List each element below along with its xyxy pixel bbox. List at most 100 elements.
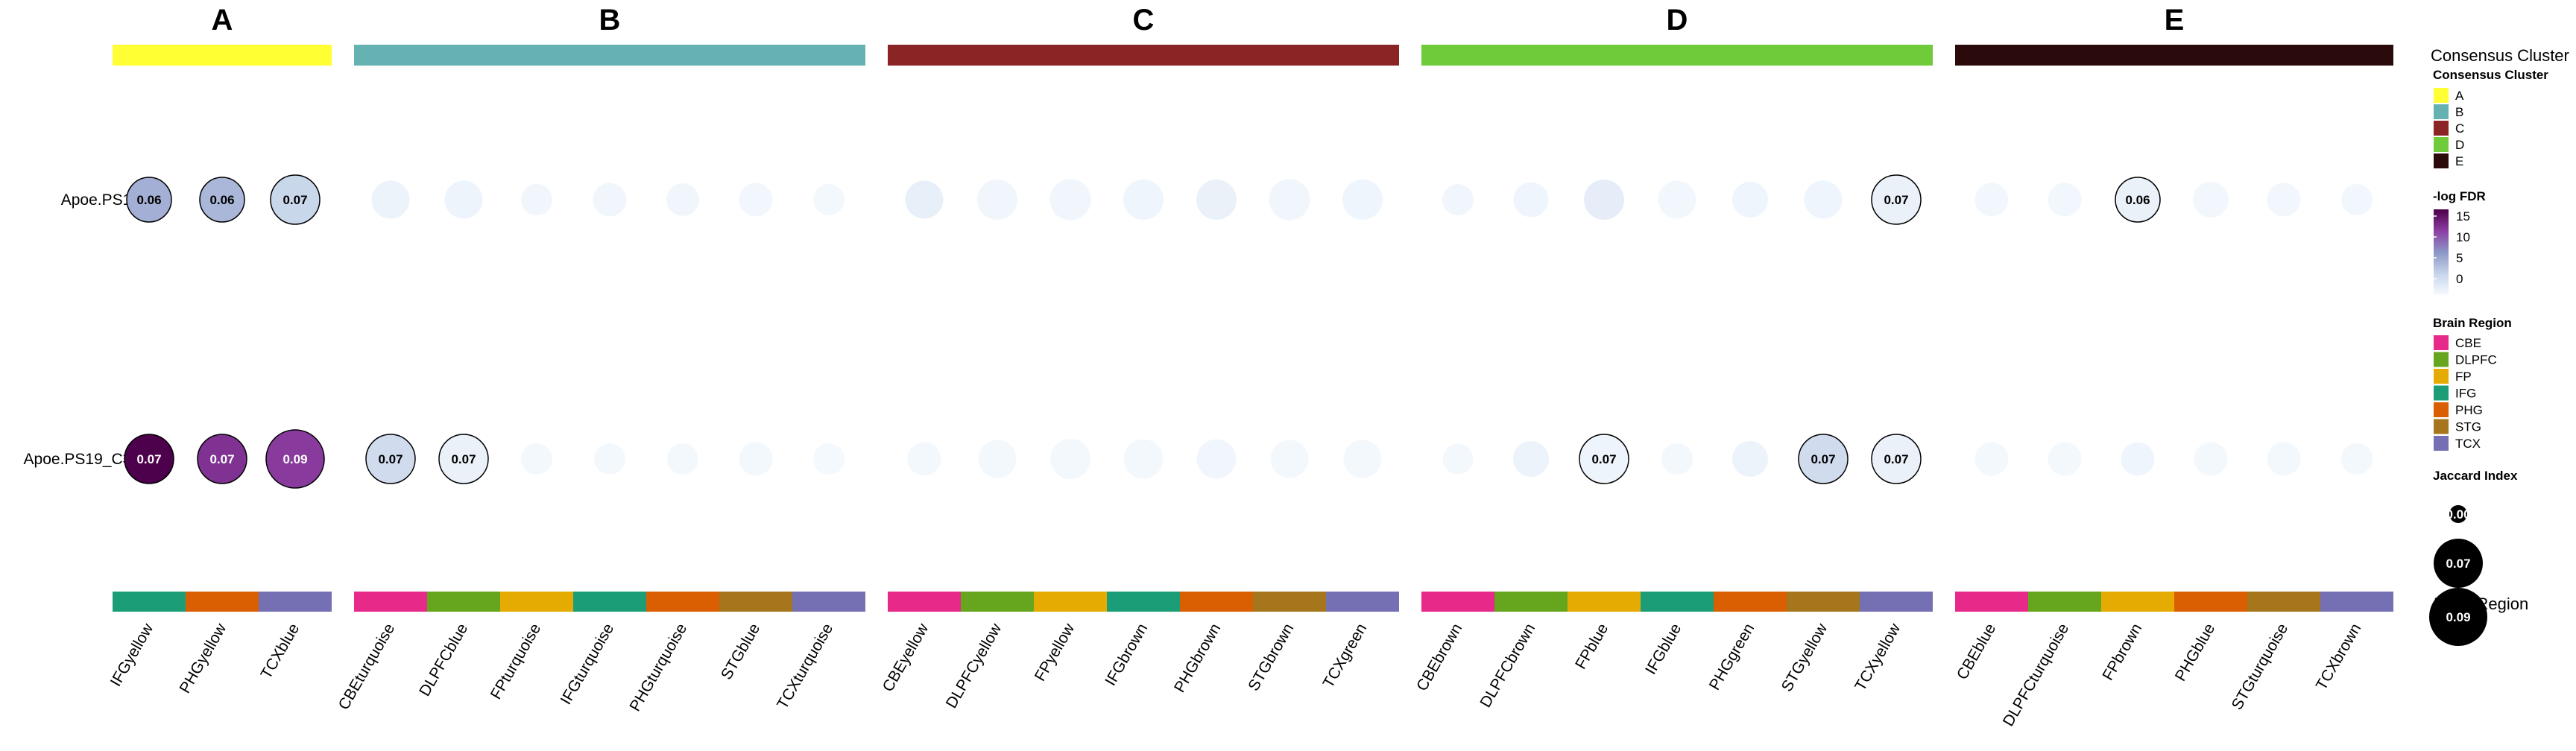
bubble-value-Apoe.PS19_C31-19: 0.07 — [1591, 452, 1616, 466]
cluster-title-e: E — [2165, 4, 2185, 37]
region-legend-label-cbe: CBE — [2455, 336, 2481, 350]
bubble-Apoe.PS19_C31-20 — [1661, 443, 1693, 475]
region-swatch-dlpfc — [2434, 352, 2449, 367]
bubble-value-Apoe.PS19-26: 0.06 — [2125, 193, 2150, 207]
bubble-Apoe.PS19-20 — [1658, 180, 1696, 219]
consensus-legend-label-b: B — [2455, 105, 2463, 119]
bubble-Apoe.PS19_C31-15 — [1270, 440, 1309, 478]
region-cell-DLPFCblue — [427, 592, 500, 612]
column-label-CBEturquoise: CBEturquoise — [335, 621, 399, 713]
cluster-bar-e — [1955, 45, 2393, 66]
bubble-value-Apoe.PS19_C31-22: 0.07 — [1811, 452, 1835, 466]
column-label-FPbrown: FPbrown — [2099, 621, 2145, 683]
fdr-tick-label-5: 5 — [2456, 251, 2463, 265]
region-cell-PHGyellow — [186, 592, 259, 612]
bubble-Apoe.PS19-1 — [199, 177, 245, 223]
bubble-Apoe.PS19_C31-21 — [1732, 441, 1768, 477]
consensus-swatch-e — [2434, 153, 2449, 168]
column-label-PHGblue: PHGblue — [2172, 621, 2219, 684]
consensus-swatch-a — [2434, 88, 2449, 103]
fdr-tick-label-0: 0 — [2456, 272, 2463, 286]
column-label-PHGturquoise: PHGturquoise — [626, 621, 690, 714]
region-cell-IFGyellow — [113, 592, 186, 612]
consensus-legend-label-d: D — [2455, 138, 2464, 152]
region-cell-TCXyellow — [1860, 592, 1933, 612]
region-cell-PHGturquoise — [646, 592, 719, 612]
bubble-Apoe.PS19-12 — [1049, 179, 1091, 221]
column-label-FPblue: FPblue — [1572, 621, 1611, 672]
bubble-Apoe.PS19_C31-5 — [521, 443, 552, 475]
bubble-Apoe.PS19-16 — [1342, 180, 1383, 220]
column-label-PHGbrown: PHGbrown — [1171, 621, 1224, 695]
column-label-IFGbrown: IFGbrown — [1102, 621, 1151, 688]
bubble-Apoe.PS19-5 — [521, 184, 552, 215]
bubble-Apoe.PS19-6 — [593, 183, 627, 217]
plot-area: A IFGyellow PHGyellow TCXblue B CBEturquoise D… — [24, 4, 2393, 729]
region-legend-label-fp: FP — [2455, 370, 2472, 384]
column-label-STGblue: STGblue — [718, 621, 763, 682]
bubble-value-Apoe.PS19_C31-0: 0.07 — [136, 452, 161, 466]
bubble-Apoe.PS19-9 — [813, 184, 845, 215]
column-label-TCXblue: TCXblue — [258, 621, 303, 682]
region-cell-FPbrown — [2101, 592, 2174, 612]
bubble-value-Apoe.PS19-0: 0.06 — [136, 193, 161, 207]
region-cell-IFGblue — [1641, 592, 1714, 612]
column-label-TCXturquoise: TCXturquoise — [774, 621, 836, 712]
region-cell-FPyellow — [1034, 592, 1107, 612]
region-cell-STGturquoise — [2247, 592, 2320, 612]
bubble-Apoe.PS19-29 — [2341, 184, 2373, 215]
bubble-Apoe.PS19-14 — [1196, 180, 1237, 220]
bubble-Apoe.PS19_C31-25 — [2048, 442, 2082, 476]
jaccard-legend-label-2: 0.09 — [2446, 610, 2470, 624]
bubble-Apoe.PS19-13 — [1123, 180, 1164, 220]
column-label-STGturquoise: STGturquoise — [2229, 621, 2292, 713]
region-cell-PHGbrown — [1180, 592, 1253, 612]
bubble-Apoe.PS19-19 — [1584, 180, 1624, 220]
cluster-bar-c — [888, 45, 1399, 66]
bubble-Apoe.PS19-10 — [905, 180, 944, 219]
bubble-Apoe.PS19-4 — [444, 180, 483, 219]
bubble-Apoe.PS19_C31-4 — [438, 434, 489, 484]
bubble-Apoe.PS19-26 — [2115, 177, 2161, 223]
cluster-bar-a — [113, 45, 332, 66]
column-label-TCXyellow: TCXyellow — [1852, 620, 1904, 694]
cluster-bar-d — [1421, 45, 1933, 66]
bubble-Apoe.PS19_C31-12 — [1050, 439, 1090, 479]
bubble-Apoe.PS19_C31-16 — [1343, 440, 1382, 478]
cluster-title-b: B — [599, 4, 621, 37]
jaccard-legend-bubble-1 — [2434, 539, 2483, 588]
bubble-value-Apoe.PS19-1: 0.06 — [209, 193, 234, 207]
column-label-CBEblue: CBEblue — [1954, 621, 1999, 682]
region-legend-label-stg: STG — [2455, 420, 2481, 434]
region-cell-TCXblue — [259, 592, 332, 612]
bubble-Apoe.PS19-28 — [2267, 183, 2301, 217]
bubble-Apoe.PS19_C31-10 — [907, 442, 941, 476]
region-swatch-phg — [2434, 402, 2449, 417]
bubble-Apoe.PS19_C31-7 — [667, 443, 698, 475]
bubble-Apoe.PS19_C31-13 — [1123, 439, 1164, 479]
region-cell-DLPFCbrown — [1494, 592, 1568, 612]
bubble-Apoe.PS19-27 — [2193, 182, 2229, 218]
bubble-Apoe.PS19_C31-27 — [2194, 442, 2228, 476]
region-swatch-ifg — [2434, 385, 2449, 401]
region-cell-DLPFCturquoise — [2028, 592, 2101, 612]
bubble-Apoe.PS19_C31-26 — [2121, 442, 2155, 476]
column-label-IFGblue: IFGblue — [1642, 621, 1685, 677]
region-swatch-cbe — [2434, 335, 2449, 350]
region-legend-title: Brain Region — [2433, 316, 2512, 330]
bubble-value-Apoe.PS19_C31-3: 0.07 — [378, 452, 402, 466]
consensus-legend-label-c: C — [2455, 121, 2464, 136]
bubble-Apoe.PS19_C31-6 — [594, 443, 625, 475]
legend-area: Brain Region Consensus Cluster Consensus… — [2429, 46, 2569, 646]
bubble-Apoe.PS19_C31-3 — [365, 434, 416, 484]
region-cell-DLPFCyellow — [961, 592, 1034, 612]
jaccard-legend-title: Jaccard Index — [2433, 469, 2518, 483]
jaccard-legend-label-0: 0.00 — [2446, 507, 2470, 522]
column-label-PHGyellow: PHGyellow — [176, 620, 230, 696]
consensus-legend-title: Consensus Cluster — [2433, 68, 2548, 82]
region-cell-CBEyellow — [888, 592, 961, 612]
region-cell-IFGturquoise — [573, 592, 646, 612]
bubble-Apoe.PS19_C31-22 — [1798, 434, 1849, 484]
bubble-Apoe.PS19-15 — [1269, 179, 1310, 221]
